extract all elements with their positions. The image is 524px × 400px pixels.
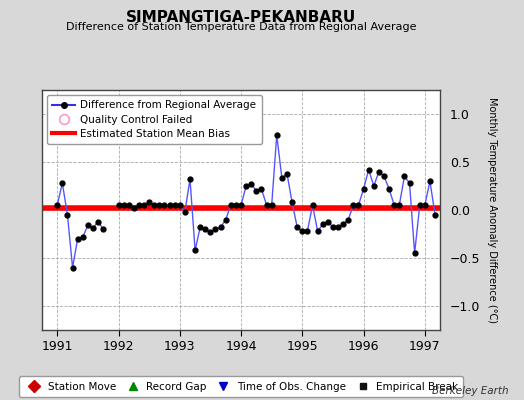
Legend: Station Move, Record Gap, Time of Obs. Change, Empirical Break: Station Move, Record Gap, Time of Obs. C… [19,376,463,397]
Text: SIMPANGTIGA-PEKANBARU: SIMPANGTIGA-PEKANBARU [126,10,356,25]
Text: Berkeley Earth: Berkeley Earth [432,386,508,396]
Text: Difference of Station Temperature Data from Regional Average: Difference of Station Temperature Data f… [66,22,416,32]
Y-axis label: Monthly Temperature Anomaly Difference (°C): Monthly Temperature Anomaly Difference (… [487,97,497,323]
